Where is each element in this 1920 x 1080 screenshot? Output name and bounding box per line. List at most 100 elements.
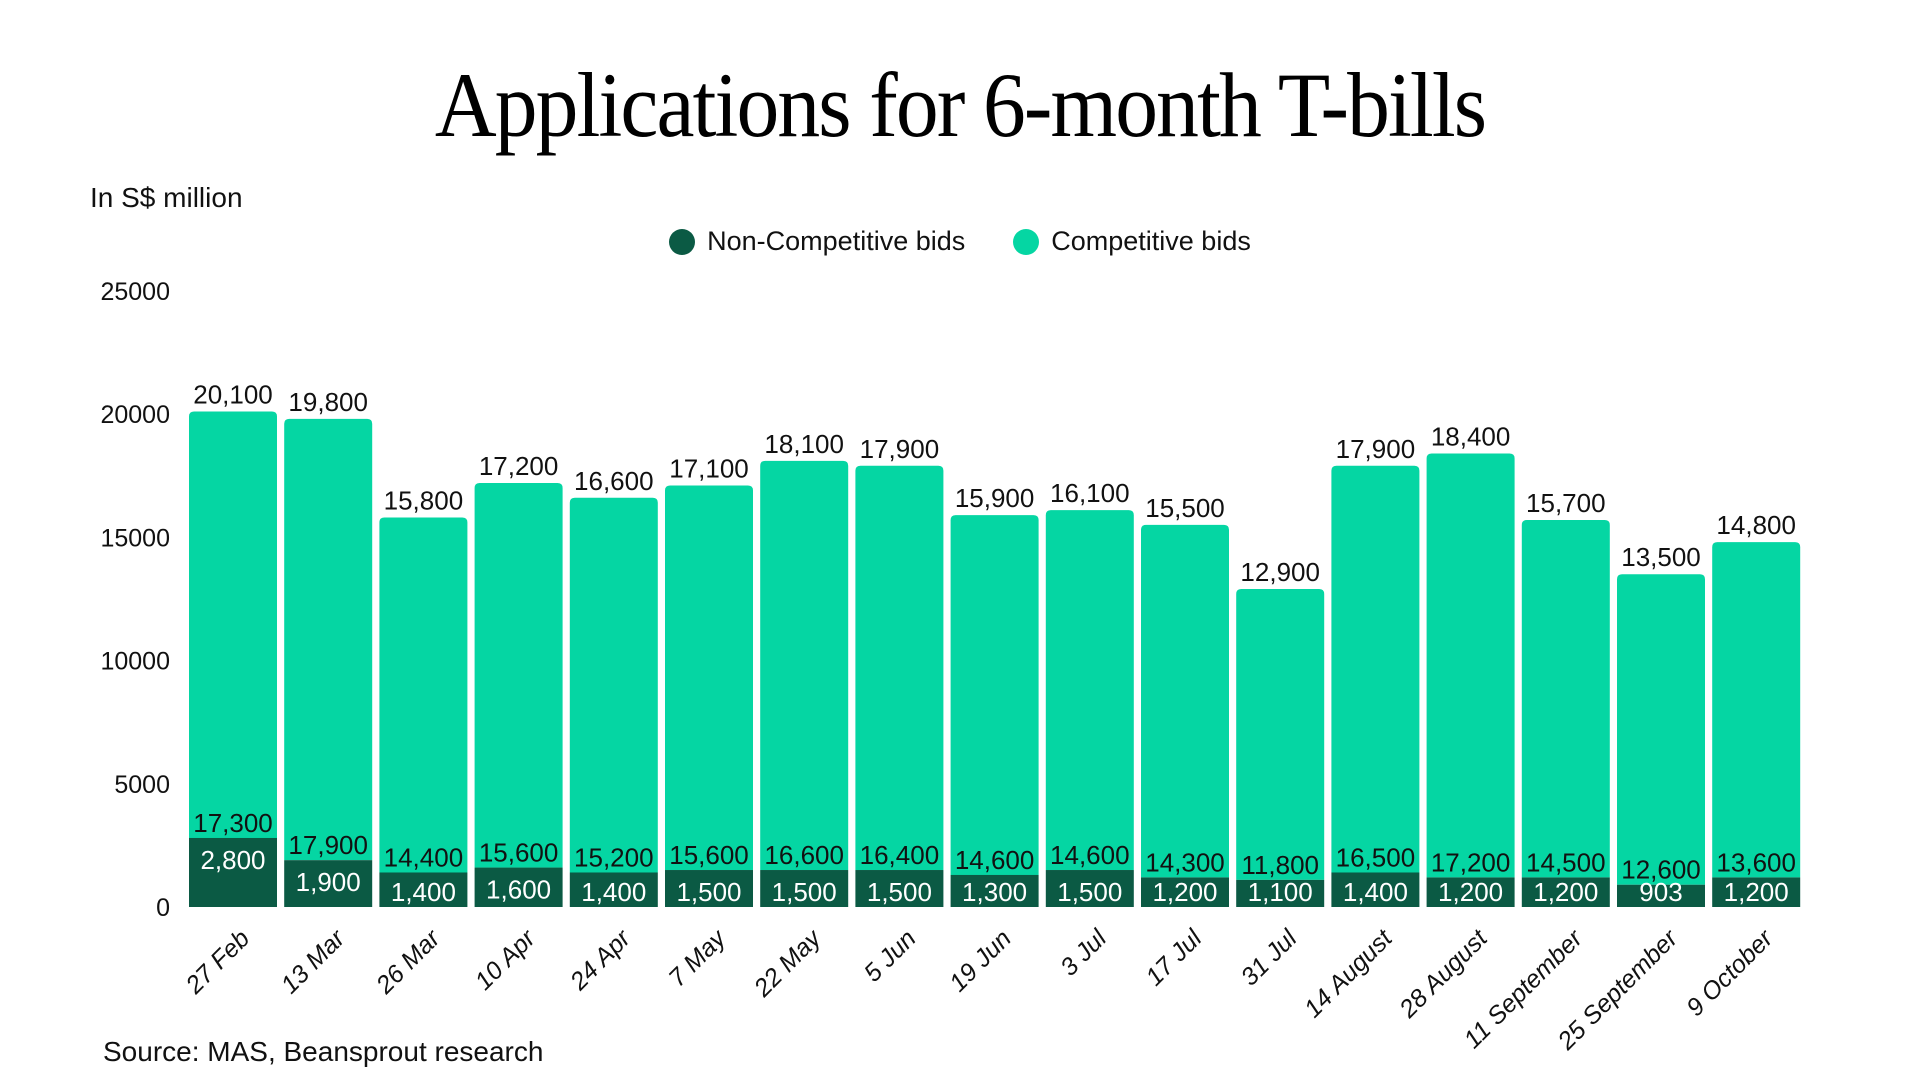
bar-competitive [950,515,1039,875]
non-competitive-value-label: 1,400 [581,877,646,907]
x-tick-label: 26 Mar [370,923,447,1000]
bar-competitive [1426,453,1515,878]
bar-non-competitive [1712,877,1801,907]
x-tick-label: 19 Jun [944,924,1017,997]
bar-non-competitive [379,872,468,907]
x-tick-label: 17 Jul [1140,923,1208,991]
bar-competitive [855,465,944,871]
competitive-value-label: 12,600 [1621,855,1701,885]
competitive-value-label: 17,900 [288,830,368,860]
non-competitive-value-label: 1,600 [486,875,551,905]
bar-competitive [1521,519,1610,878]
bar-competitive [760,460,849,871]
y-tick-label: 15000 [100,524,170,552]
bar-competitive [1045,510,1134,871]
total-value-label: 12,900 [1240,557,1320,587]
non-competitive-value-label: 1,400 [1343,877,1408,907]
x-tick-label: 31 Jul [1235,923,1303,991]
non-competitive-value-label: 2,800 [200,845,265,875]
total-value-label: 15,800 [384,486,464,516]
bar-competitive [1141,524,1229,878]
bar-competitive [1331,465,1420,873]
x-tick-label: 7 May [663,923,732,992]
y-axis-unit-label: In S$ million [90,182,243,213]
non-competitive-value-label: 1,200 [1152,877,1217,907]
non-competitive-value-label: 1,400 [391,877,456,907]
bar-non-competitive [665,870,753,907]
legend-label-competitive: Competitive bids [1051,226,1251,256]
bar-non-competitive [189,837,277,907]
competitive-value-label: 13,600 [1716,847,1796,877]
bar-non-competitive [569,872,658,907]
total-value-label: 15,500 [1145,493,1225,523]
legend-item-non-competitive: Non-Competitive bids [669,226,965,257]
competitive-value-label: 14,600 [955,845,1035,875]
total-value-label: 18,400 [1431,421,1511,451]
x-tick-label: 3 Jul [1055,923,1113,981]
y-tick-label: 5000 [114,771,170,799]
bar-non-competitive [1331,872,1420,907]
bar-non-competitive [474,867,563,907]
bar-non-competitive [1521,877,1610,907]
competitive-value-label: 11,800 [1241,850,1319,880]
competitive-value-label: 16,600 [764,840,844,870]
total-value-label: 16,100 [1050,478,1130,508]
bar-competitive [1712,542,1801,878]
bar-non-competitive [950,874,1039,907]
competitive-value-label: 16,500 [1336,842,1416,872]
total-value-label: 16,600 [574,466,654,496]
competitive-value-label: 14,500 [1526,847,1606,877]
x-tick-label: 10 Apr [470,923,542,995]
bar-competitive [1236,589,1325,880]
bar-non-competitive [1045,870,1134,907]
bar-competitive [474,483,563,868]
non-competitive-value-label: 1,500 [1057,877,1122,907]
total-value-label: 17,200 [479,451,559,481]
total-value-label: 17,900 [1336,434,1416,464]
bar-non-competitive [1141,877,1229,907]
competitive-value-label: 15,600 [669,840,749,870]
bar-competitive [284,418,373,861]
x-tick-label: 9 October [1681,923,1780,1022]
bar-competitive [1617,574,1705,885]
bar-non-competitive [1426,877,1515,907]
competitive-value-label: 15,600 [479,838,559,868]
non-competitive-value-label: 1,500 [772,877,837,907]
legend-label-non-competitive: Non-Competitive bids [707,226,966,256]
non-competitive-value-label: 1,500 [676,877,741,907]
total-value-label: 15,700 [1526,488,1606,518]
total-value-label: 13,500 [1621,542,1701,572]
legend-item-competitive: Competitive bids [1013,226,1251,257]
competitive-value-label: 14,300 [1145,847,1225,877]
x-tick-label: 22 May [748,923,828,1003]
chart-title: Applications for 6-month T-bills [434,54,1487,156]
bar-competitive [189,411,277,838]
non-competitive-value-label: 1,100 [1248,877,1313,907]
competitive-value-label: 16,400 [860,840,940,870]
non-competitive-value-label: 1,300 [962,877,1027,907]
y-tick-label: 10000 [100,648,170,676]
legend-swatch-non-competitive [669,228,696,255]
total-value-label: 19,800 [288,387,368,417]
competitive-value-label: 15,200 [574,842,654,872]
x-tick-label: 14 August [1299,924,1398,1023]
competitive-value-label: 17,300 [193,808,273,838]
bar-non-competitive [760,870,849,907]
non-competitive-value-label: 903 [1639,877,1682,907]
non-competitive-value-label: 1,200 [1533,877,1598,907]
total-value-label: 15,900 [955,483,1035,513]
legend-swatch-competitive [1013,228,1040,255]
non-competitive-value-label: 1,500 [867,877,932,907]
x-tick-label: 27 Feb [180,924,256,1000]
total-value-label: 14,800 [1716,510,1796,540]
x-tick-label: 5 Jun [859,924,922,987]
non-competitive-value-label: 1,200 [1724,877,1789,907]
bar-non-competitive [284,860,373,907]
source-note: Source: MAS, Beansprout research [103,1036,544,1067]
total-value-label: 17,900 [860,434,940,464]
total-value-label: 17,100 [669,453,749,483]
x-tick-label: 24 Apr [564,923,637,996]
y-tick-label: 25000 [100,278,170,306]
x-tick-label: 13 Mar [276,923,352,999]
